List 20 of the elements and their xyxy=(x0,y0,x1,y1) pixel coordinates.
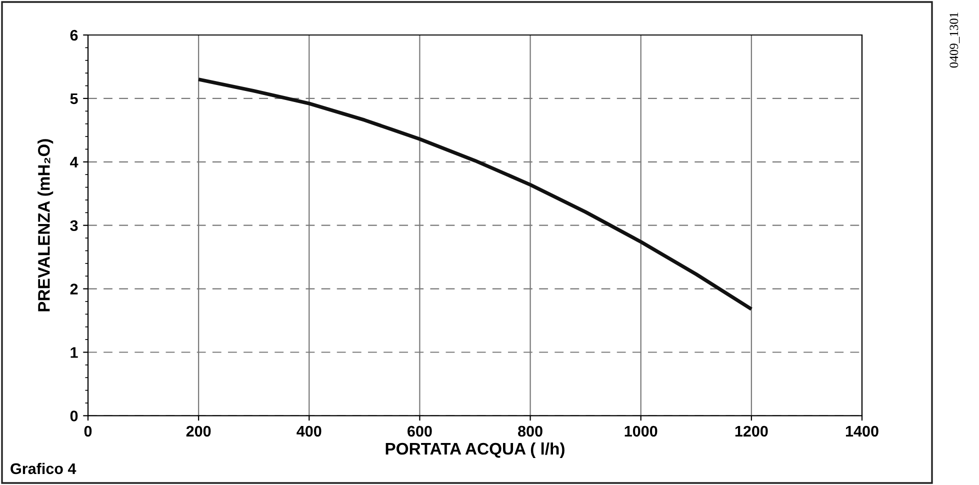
x-tick-label: 1000 xyxy=(624,426,658,437)
text: 0409_1301 xyxy=(950,12,960,68)
x-tick-label: 800 xyxy=(518,426,542,437)
y-tick-label: 1 xyxy=(70,347,78,358)
x-axis-title: PORTATA ACQUA ( l/h) xyxy=(386,442,564,458)
y-tick-label: 6 xyxy=(70,30,78,41)
line-series xyxy=(196,78,754,311)
x-tick-label: 600 xyxy=(408,426,432,437)
y-tick-label: 2 xyxy=(70,284,78,294)
x-tick-label: 0 xyxy=(84,426,92,437)
x-tick-label: 200 xyxy=(186,426,211,437)
y-tick-label: 0 xyxy=(70,410,78,422)
y-axis-title: PREVALENZA (mH₂O) xyxy=(38,139,54,312)
x-tick-label: 400 xyxy=(296,426,322,437)
text: Grafico 4 xyxy=(10,462,76,474)
y-tick-label: 5 xyxy=(70,93,78,104)
x-tick-label: 1400 xyxy=(846,426,878,437)
y-tick-label: 3 xyxy=(70,220,78,232)
x-tick-label: 1200 xyxy=(735,426,768,437)
y-tick-label: 4 xyxy=(70,156,78,168)
